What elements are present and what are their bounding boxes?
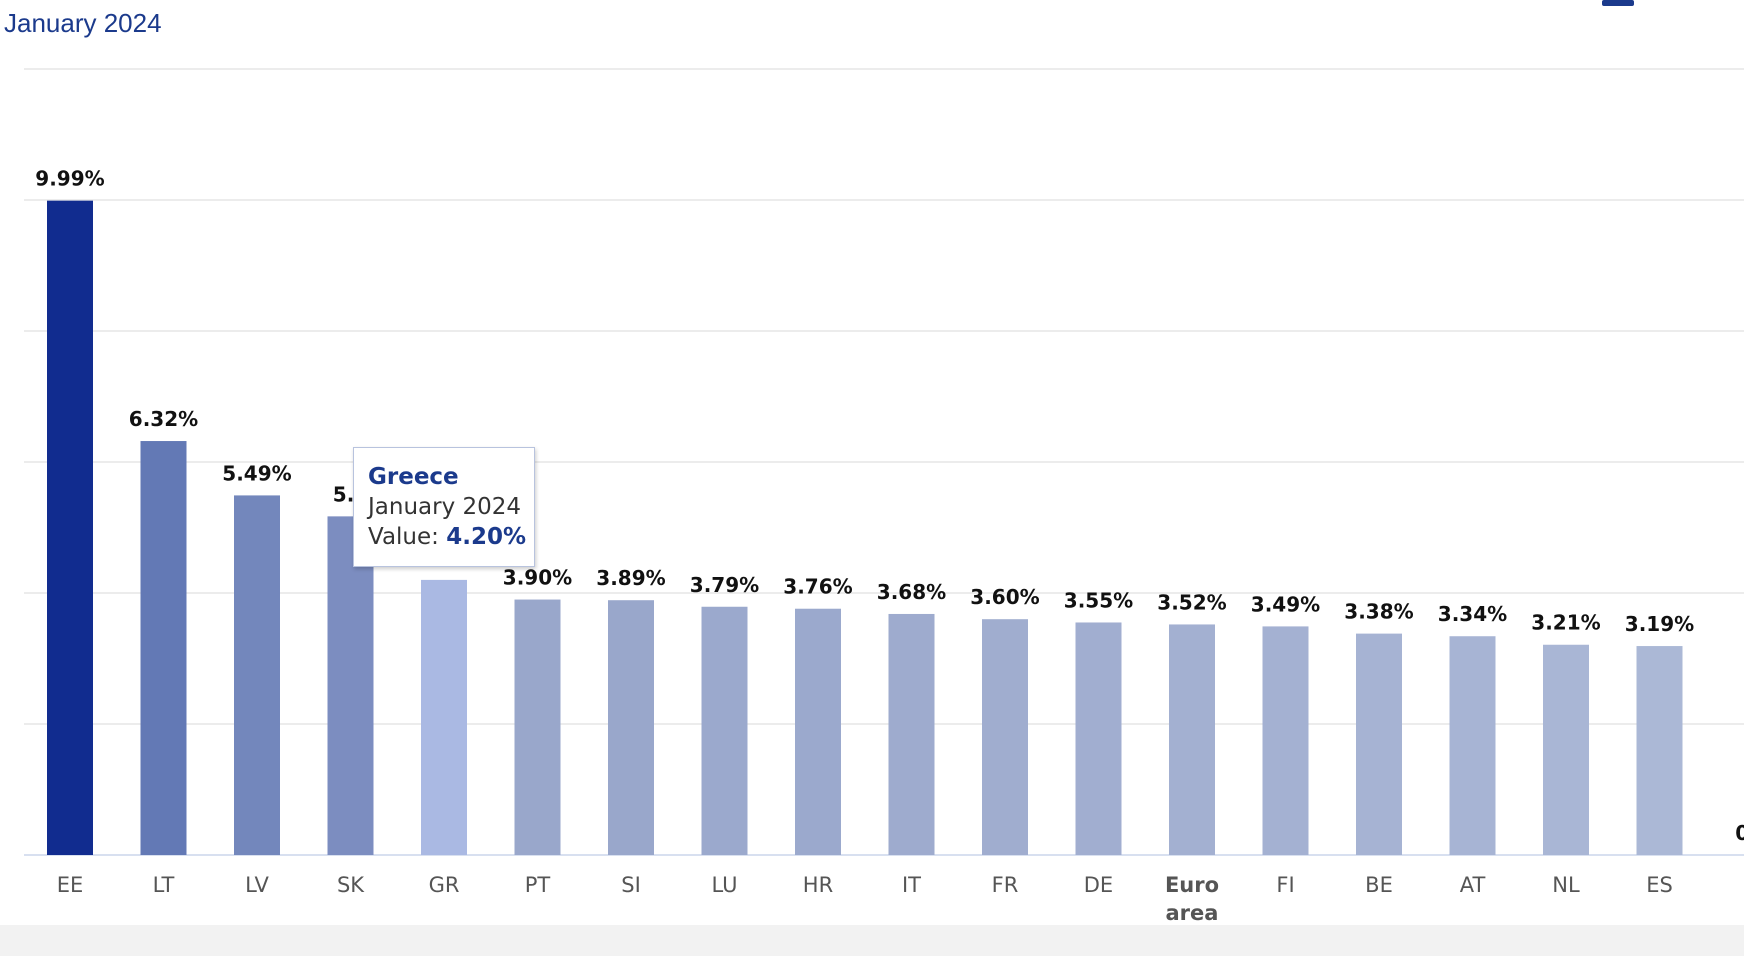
x-tick-label: AT <box>1459 873 1486 897</box>
data-label: 3.34% <box>1438 602 1507 626</box>
bar <box>1262 626 1309 855</box>
x-tick-label: LT <box>152 873 175 897</box>
tooltip: Greece January 2024 Value: 4.20% <box>353 447 535 567</box>
bar <box>888 613 935 855</box>
x-tick-label: EE <box>56 873 84 897</box>
x-tick-label: ES <box>1646 873 1673 897</box>
data-label: 3.89% <box>596 566 665 590</box>
x-tick-label: M <box>1708 871 1744 899</box>
tooltip-value: 4.20% <box>446 524 527 550</box>
bar <box>795 608 841 855</box>
x-tick-label: LU <box>711 873 738 897</box>
bar <box>982 619 1028 855</box>
bar <box>1636 646 1683 855</box>
bar <box>140 441 187 855</box>
x-tick-label: BE <box>1365 873 1393 897</box>
icon[interactable] <box>1602 0 1634 6</box>
x-tick-label: LV <box>245 873 269 897</box>
x-tick-label: FR <box>991 873 1019 897</box>
data-label: 3.21% <box>1531 611 1600 635</box>
tooltip-row: Value: 4.20% <box>368 522 534 552</box>
bar <box>1356 633 1402 855</box>
bar <box>1543 644 1589 855</box>
x-tick-label: PT <box>524 873 551 897</box>
x-tick-label: HR <box>802 873 834 897</box>
data-label: 3.55% <box>1064 588 1133 612</box>
x-tick-label: NL <box>1552 873 1580 897</box>
footer <box>0 925 1744 956</box>
data-label: 0.0 <box>1735 821 1744 845</box>
data-label: 3.60% <box>970 585 1039 609</box>
data-label: 6.32% <box>129 407 198 431</box>
tooltip-label: Value: <box>368 524 439 550</box>
x-tick-label: SK <box>336 873 365 897</box>
data-label: 3.19% <box>1625 612 1694 636</box>
x-tick-label: FI <box>1276 873 1295 897</box>
bar <box>608 600 654 855</box>
tooltip-subtitle: January 2024 <box>368 494 522 520</box>
data-label: 3.90% <box>503 566 572 590</box>
x-tick-label: IT <box>901 873 922 897</box>
data-label: 5.49% <box>222 461 291 485</box>
chart-title: January 2024 <box>4 8 162 38</box>
data-label: 3.76% <box>783 575 852 599</box>
bar <box>1449 636 1496 855</box>
x-tick-label: GR <box>428 873 460 897</box>
bar <box>327 516 374 855</box>
tooltip-title: Greece <box>368 464 459 490</box>
bar <box>1075 622 1122 855</box>
x-tick-label: DE <box>1083 873 1114 897</box>
bar <box>421 579 467 855</box>
data-label: 3.79% <box>690 573 759 597</box>
bar <box>234 495 280 855</box>
data-label: 9.99% <box>35 167 104 191</box>
data-label: 3.52% <box>1157 590 1226 614</box>
data-label: 3.49% <box>1251 592 1320 616</box>
bar <box>701 606 748 855</box>
bar <box>47 200 93 855</box>
x-tick-label: Euro area <box>1164 873 1220 925</box>
data-label: 3.38% <box>1344 600 1413 624</box>
x-tick-label: SI <box>621 873 641 897</box>
bar <box>1169 624 1215 855</box>
data-label: 3.68% <box>877 580 946 604</box>
bar <box>514 599 561 855</box>
